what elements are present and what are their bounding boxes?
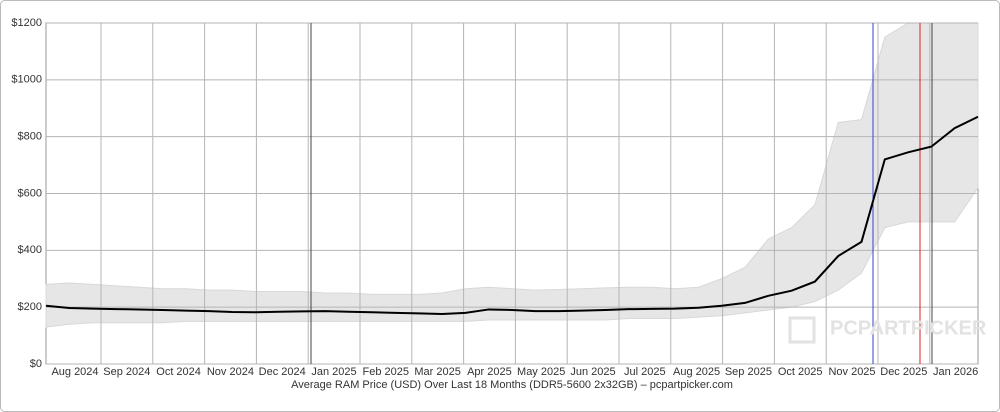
x-tick-label: Mar 2025 xyxy=(414,366,460,378)
y-tick-label: $0 xyxy=(30,358,42,370)
x-tick-label: Aug 2025 xyxy=(673,366,720,378)
x-tick-label: Jan 2026 xyxy=(933,366,978,378)
x-tick-label: Apr 2025 xyxy=(467,366,512,378)
x-tick-label: Oct 2025 xyxy=(778,366,823,378)
x-tick-label: Aug 2024 xyxy=(51,366,98,378)
y-tick-label: $1000 xyxy=(11,74,42,86)
x-tick-label: Nov 2024 xyxy=(207,366,254,378)
x-tick-label: Feb 2025 xyxy=(363,366,409,378)
x-tick-label: Dec 2025 xyxy=(880,366,927,378)
x-tick-label: May 2025 xyxy=(517,366,565,378)
x-tick-label: Dec 2024 xyxy=(259,366,306,378)
x-tick-label: Oct 2024 xyxy=(156,366,201,378)
watermark: PCPARTPICKER xyxy=(830,317,987,339)
y-tick-label: $200 xyxy=(18,301,42,313)
price-line xyxy=(45,115,979,315)
y-tick-label: $800 xyxy=(18,131,42,143)
watermark-logo xyxy=(788,316,816,344)
plot-area: Aug 2024 Sep 2024 Oct 2024 Nov 2024 Dec 2024… xyxy=(11,17,979,378)
x-tick-label: Nov 2025 xyxy=(828,366,875,378)
x-tick-label: Sep 2025 xyxy=(725,366,772,378)
x-tick-label: Jul 2025 xyxy=(624,366,666,378)
y-tick-label: $1200 xyxy=(11,17,42,29)
x-tick-label: Sep 2024 xyxy=(103,366,150,378)
y-tick-label: $600 xyxy=(18,187,42,199)
x-tick-label: Jan 2025 xyxy=(311,366,356,378)
x-tick-label: Jun 2025 xyxy=(570,366,615,378)
y-tick-label: $400 xyxy=(18,244,42,256)
chart-title: Average RAM Price (USD) Over Last 18 Mon… xyxy=(291,379,733,391)
price-range xyxy=(45,22,979,328)
